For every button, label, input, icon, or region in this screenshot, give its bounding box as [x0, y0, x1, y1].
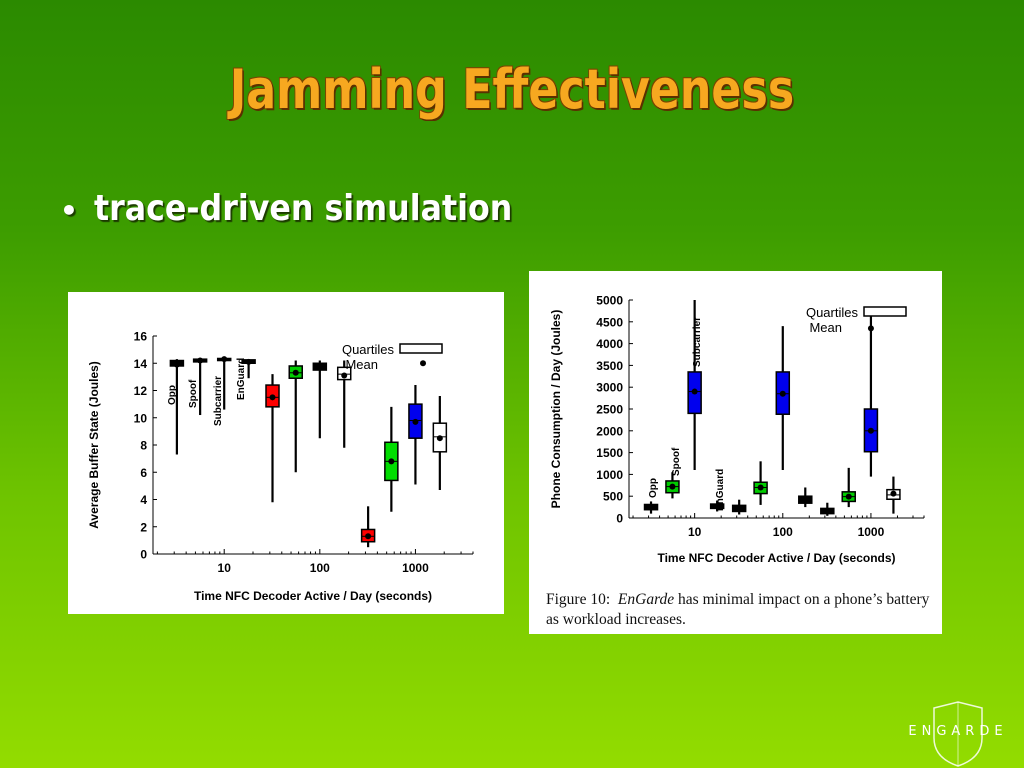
box-mean-dot	[824, 508, 831, 515]
y-tick-label: 12	[134, 384, 148, 398]
box-mean-dot	[173, 361, 180, 368]
y-tick-label: 0	[140, 548, 147, 562]
y-axis-label: Average Buffer State (Joules)	[87, 361, 101, 529]
legend-label-mean: Mean	[809, 320, 842, 335]
caption-figure-number: Figure 10:	[546, 591, 611, 608]
group-label: Spoof	[671, 447, 682, 476]
legend-label-quartiles: Quartiles	[342, 342, 395, 357]
y-tick-label: 3000	[596, 381, 623, 395]
group-label: EnGuard	[236, 358, 247, 400]
group-label: Subcarrier	[692, 317, 703, 367]
box-mean-dot	[341, 372, 348, 379]
box-mean-dot	[245, 358, 252, 365]
box-mean-dot	[845, 493, 852, 500]
figure-caption: Figure 10: EnGarde has minimal impact on…	[546, 590, 938, 630]
engarde-logo: ENGARDE	[896, 700, 1020, 768]
box-mean-dot	[365, 533, 372, 540]
x-axis-label: Time NFC Decoder Active / Day (seconds)	[657, 551, 895, 565]
box-mean-dot	[890, 490, 897, 497]
box-mean-dot	[316, 362, 323, 369]
box-mean-dot	[779, 390, 786, 397]
box-mean-dot	[802, 496, 809, 503]
y-tick-label: 2000	[596, 424, 623, 438]
x-axis-label: Time NFC Decoder Active / Day (seconds)	[194, 589, 432, 603]
box-mean-dot	[867, 427, 874, 434]
group-label: Opp	[167, 385, 178, 405]
caption-text: has minimal impact on a phone’s battery …	[546, 591, 930, 628]
box-mean-dot	[714, 503, 721, 510]
legend-swatch-quartiles	[399, 343, 443, 354]
y-tick-label: 1500	[596, 446, 623, 460]
outlier-point	[867, 325, 874, 332]
group-label: Subcarrier	[213, 376, 224, 426]
y-tick-label: 2	[140, 520, 147, 534]
box-mean-dot	[292, 369, 299, 376]
x-tick-label: 1000	[858, 525, 885, 539]
y-tick-label: 14	[134, 357, 148, 371]
chart-panel-buffer-state: 0 2 4 6 8 10 12 14 16 10 100 1000 Time NFC Decoder A…	[68, 292, 504, 614]
group-label: EnGuard	[715, 469, 726, 511]
y-tick-label: 4000	[596, 337, 623, 351]
legend-label-mean: Mean	[345, 357, 378, 372]
box-mean-dot	[757, 484, 764, 491]
y-tick-label: 10	[134, 411, 148, 425]
x-tick-label: 1000	[402, 561, 429, 575]
shield-icon	[933, 701, 983, 767]
slide-title: Jamming Effectiveness	[229, 58, 795, 121]
y-tick-label: 500	[603, 490, 623, 504]
box-mean-dot	[669, 483, 676, 490]
outlier-point	[420, 360, 427, 367]
bullet-item: • trace-driven simulation	[60, 188, 569, 229]
legend-swatch-quartiles	[863, 306, 907, 317]
y-tick-label: 1000	[596, 468, 623, 482]
group-label: Opp	[648, 478, 659, 498]
x-tick-label: 100	[310, 561, 330, 575]
x-tick-label: 100	[773, 525, 793, 539]
box-mean-dot	[436, 435, 443, 442]
bullet-dot-icon: •	[60, 193, 78, 227]
y-tick-label: 16	[134, 330, 148, 344]
group-label: Spoof	[188, 379, 199, 408]
box-mean-dot	[221, 356, 228, 363]
y-tick-label: 8	[140, 439, 147, 453]
bullet-text: trace-driven simulation	[94, 188, 513, 229]
y-axis-label: Phone Consumption / Day (Joules)	[549, 310, 563, 509]
box-mean-dot	[388, 458, 395, 465]
box-mean-dot	[197, 357, 204, 364]
y-tick-label: 5000	[596, 294, 623, 308]
box-mean-dot	[736, 505, 743, 512]
y-tick-label: 4500	[596, 315, 623, 329]
box-mean-dot	[691, 388, 698, 395]
chart-panel-phone-consumption: 0 500 1000 1500 2000 2500 3000 3500 4000 4500 5000…	[529, 271, 942, 634]
y-tick-label: 3500	[596, 359, 623, 373]
logo-wordmark: ENGARDE	[908, 724, 1008, 739]
x-tick-label: 10	[218, 561, 232, 575]
legend-label-quartiles: Quartiles	[806, 305, 859, 320]
y-tick-label: 2500	[596, 403, 623, 417]
y-tick-label: 6	[140, 466, 147, 480]
phone-consumption-chart: 0 500 1000 1500 2000 2500 3000 3500 4000 4500 5000…	[549, 294, 925, 565]
buffer-state-chart: 0 2 4 6 8 10 12 14 16 10 100 1000 Time NFC Decoder A…	[87, 330, 474, 603]
box-mean-dot	[412, 418, 419, 425]
caption-system-name: EnGarde	[617, 591, 675, 608]
box-mean-dot	[648, 504, 655, 511]
y-tick-label: 4	[140, 493, 147, 507]
y-tick-label: 0	[616, 512, 623, 526]
box-mean-dot	[269, 394, 276, 401]
x-tick-label: 10	[688, 525, 702, 539]
